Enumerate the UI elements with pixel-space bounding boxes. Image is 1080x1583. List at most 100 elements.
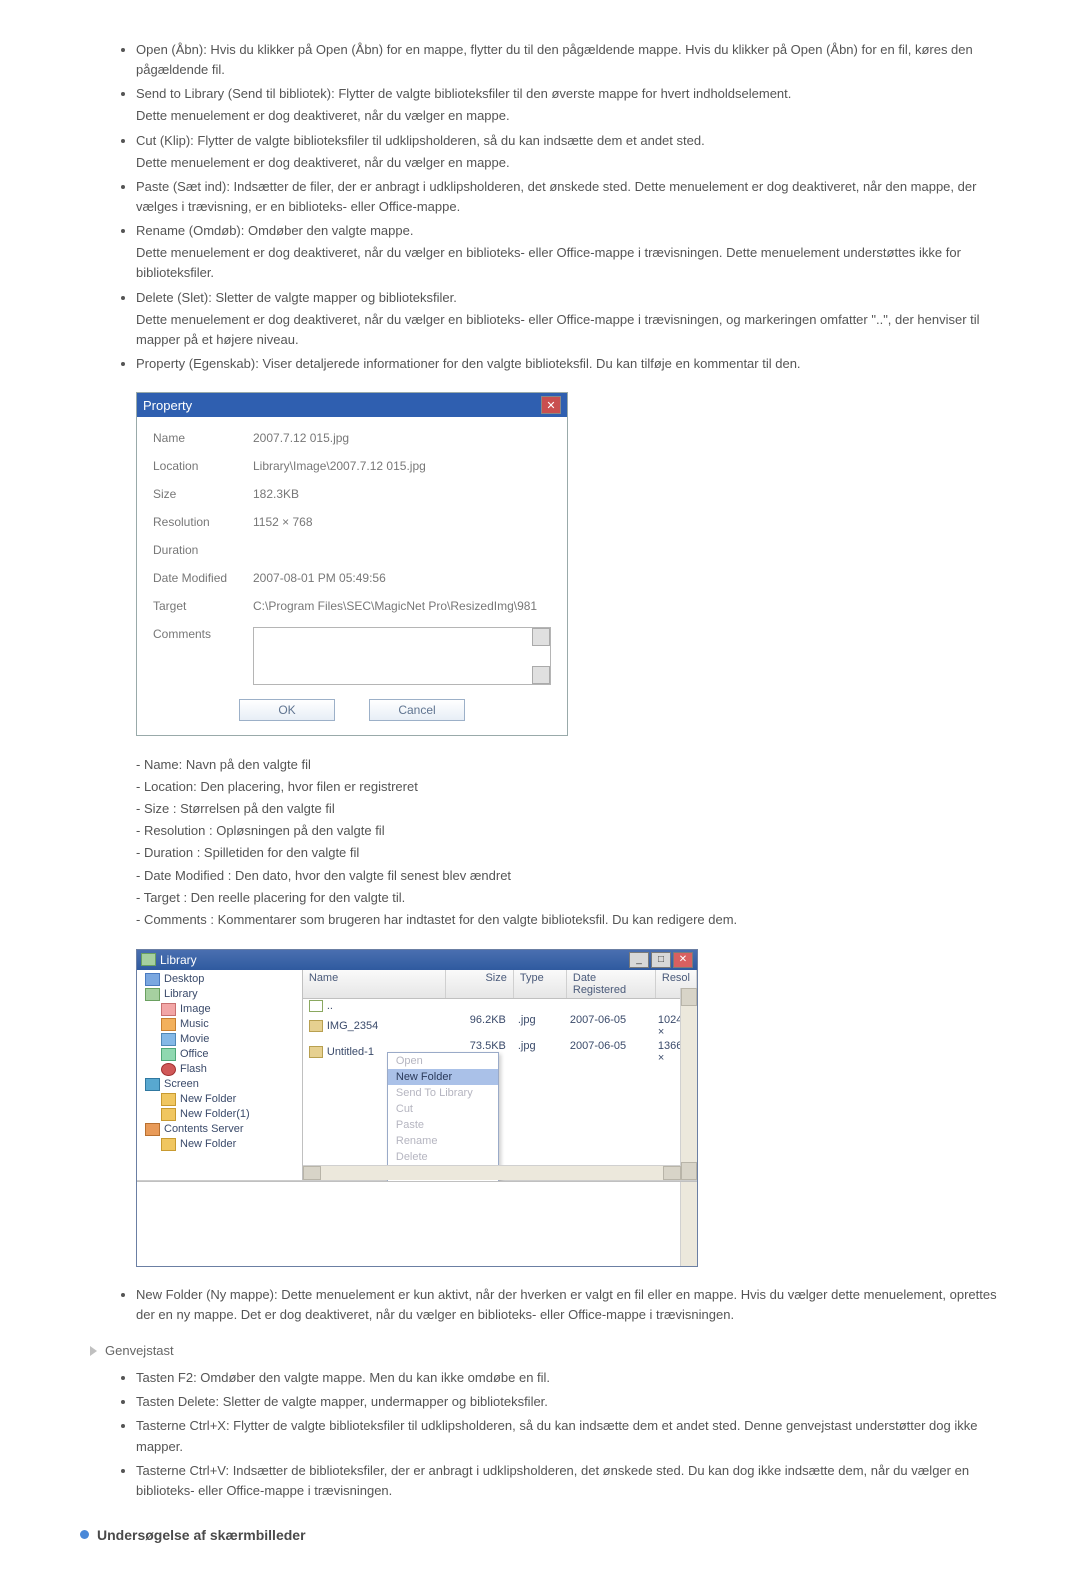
vertical-scrollbar[interactable] — [680, 988, 697, 1180]
property-dialog-title: Property — [143, 398, 192, 413]
tree-item-label: New Folder — [180, 1138, 236, 1150]
library-window: Library _ □ ✕ DesktopLibraryImageMusicMo… — [136, 949, 698, 1267]
tree-item-label: Movie — [180, 1033, 209, 1045]
close-icon[interactable]: ✕ — [541, 396, 561, 414]
minimize-icon[interactable]: _ — [629, 952, 649, 968]
property-location-label: Location — [153, 459, 253, 473]
close-icon[interactable]: ✕ — [673, 952, 693, 968]
context-menu-item: Cut — [388, 1101, 498, 1117]
shortcut-list: Tasten F2: Omdøber den valgte mappe. Men… — [80, 1368, 1000, 1501]
property-comments-textarea[interactable] — [253, 627, 551, 685]
file-date: 2007-06-05 — [564, 1039, 652, 1065]
context-menu-item: Delete — [388, 1149, 498, 1165]
property-datemodified-label: Date Modified — [153, 571, 253, 585]
table-row[interactable]: IMG_235496.2KB.jpg2007-06-051024 × — [303, 1013, 697, 1039]
definition-line: - Comments : Kommentarer som brugeren ha… — [136, 909, 1000, 931]
tree-item-label: Music — [180, 1018, 209, 1030]
cancel-button[interactable]: Cancel — [369, 699, 465, 721]
tree-item-label: Contents Server — [164, 1123, 243, 1135]
column-name[interactable]: Name — [303, 970, 446, 998]
arrow-icon — [90, 1346, 97, 1356]
desktop-icon — [145, 973, 160, 986]
definition-line: - Date Modified : Den dato, hvor den val… — [136, 865, 1000, 887]
file-icon — [309, 1000, 323, 1012]
file-type — [512, 999, 564, 1013]
tree-item-label: New Folder — [180, 1093, 236, 1105]
tree-item[interactable]: Flash — [141, 1062, 302, 1077]
maximize-icon[interactable]: □ — [651, 952, 671, 968]
property-name-label: Name — [153, 431, 253, 445]
tree-item-label: New Folder(1) — [180, 1108, 250, 1120]
list-item: Delete (Slet): Sletter de valgte mapper … — [136, 288, 1000, 350]
context-menu-item: Open — [388, 1053, 498, 1069]
list-item-sub: Dette menuelement er dog deaktiveret, nå… — [136, 106, 1000, 126]
tree-item[interactable]: Music — [141, 1017, 302, 1032]
lib-icon — [145, 988, 160, 1001]
context-menu-item[interactable]: New Folder — [388, 1069, 498, 1085]
column-date[interactable]: Date Registered — [567, 970, 656, 998]
folder-icon — [161, 1138, 176, 1151]
tree-item[interactable]: Movie — [141, 1032, 302, 1047]
property-location-value: Library\Image\2007.7.12 015.jpg — [253, 459, 551, 473]
property-name-value: 2007.7.12 015.jpg — [253, 431, 551, 445]
property-datemodified-value: 2007-08-01 PM 05:49:56 — [253, 571, 551, 585]
list-item: Paste (Sæt ind): Indsætter de filer, der… — [136, 177, 1000, 217]
image-icon — [161, 1003, 176, 1016]
tree-item[interactable]: Library — [141, 987, 302, 1002]
list-item: Property (Egenskab): Viser detaljerede i… — [136, 354, 1000, 374]
property-duration-value — [253, 543, 551, 557]
tree-item[interactable]: Office — [141, 1047, 302, 1062]
movie-icon — [161, 1033, 176, 1046]
column-type[interactable]: Type — [514, 970, 567, 998]
tree-item[interactable]: Screen — [141, 1077, 302, 1092]
section-heading-text: Undersøgelse af skærmbilleder — [97, 1527, 306, 1543]
file-name: IMG_2354 — [327, 1020, 378, 1032]
list-item: Cut (Klip): Flytter de valgte biblioteks… — [136, 131, 1000, 173]
new-folder-description: New Folder (Ny mappe): Dette menuelement… — [80, 1285, 1000, 1325]
library-icon — [141, 953, 156, 966]
file-type: .jpg — [512, 1013, 564, 1039]
tree-item[interactable]: Image — [141, 1002, 302, 1017]
library-preview-pane — [137, 1181, 697, 1266]
ok-button[interactable]: OK — [239, 699, 335, 721]
tree-item[interactable]: Desktop — [141, 972, 302, 987]
property-resolution-value: 1152 × 768 — [253, 515, 551, 529]
table-row[interactable]: .. — [303, 999, 697, 1013]
list-item: Tasten Delete: Sletter de valgte mapper,… — [136, 1392, 1000, 1412]
tree-item-label: Screen — [164, 1078, 199, 1090]
context-menu-item: Paste — [388, 1117, 498, 1133]
tree-item[interactable]: New Folder — [141, 1137, 302, 1152]
screen-icon — [145, 1078, 160, 1091]
tree-item-label: Flash — [180, 1063, 207, 1075]
property-comments-label: Comments — [153, 627, 253, 685]
context-menu[interactable]: OpenNew FolderSend To LibraryCutPasteRen… — [387, 1052, 499, 1182]
library-window-title: Library — [160, 953, 197, 967]
property-target-value: C:\Program Files\SEC\MagicNet Pro\Resize… — [253, 599, 551, 613]
bullet-icon — [80, 1530, 89, 1539]
definition-line: - Name: Navn på den valgte fil — [136, 754, 1000, 776]
library-file-list[interactable]: Name Size Type Date Registered Resol ..I… — [303, 970, 697, 1180]
file-type: .jpg — [512, 1039, 564, 1065]
tree-item-label: Library — [164, 988, 198, 1000]
library-tree[interactable]: DesktopLibrary ImageMusic Movie OfficeFlash… — [137, 970, 303, 1180]
file-date: 2007-06-05 — [564, 1013, 652, 1039]
tree-item[interactable]: New Folder — [141, 1092, 302, 1107]
property-size-value: 182.3KB — [253, 487, 551, 501]
property-resolution-label: Resolution — [153, 515, 253, 529]
file-icon — [309, 1020, 323, 1032]
column-size[interactable]: Size — [446, 970, 514, 998]
definition-line: - Resolution : Opløsningen på den valgte… — [136, 820, 1000, 842]
flash-icon — [161, 1063, 176, 1076]
table-row[interactable]: Untitled-173.5KB.jpg2007-06-051366 × — [303, 1039, 697, 1065]
vertical-scrollbar[interactable] — [680, 1182, 697, 1266]
tree-item[interactable]: Contents Server — [141, 1122, 302, 1137]
list-item: Send to Library (Send til bibliotek): Fl… — [136, 84, 1000, 126]
property-dialog-titlebar: Property ✕ — [137, 393, 567, 417]
list-item-sub: Dette menuelement er dog deaktiveret, nå… — [136, 310, 1000, 350]
list-item-sub: Dette menuelement er dog deaktiveret, nå… — [136, 153, 1000, 173]
definition-line: - Location: Den placering, hvor filen er… — [136, 776, 1000, 798]
folder-icon — [161, 1108, 176, 1121]
music-icon — [161, 1018, 176, 1031]
tree-item[interactable]: New Folder(1) — [141, 1107, 302, 1122]
horizontal-scrollbar[interactable] — [303, 1165, 681, 1180]
